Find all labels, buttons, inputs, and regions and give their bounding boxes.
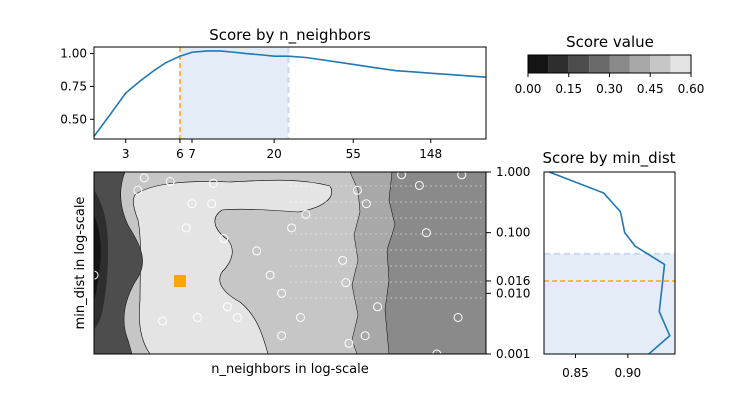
sample-point <box>252 246 262 256</box>
top-y-tick-label: 1.00 <box>60 47 87 61</box>
sample-point <box>414 180 424 190</box>
sample-point <box>453 312 463 322</box>
top-x-tick-label: 55 <box>346 147 361 161</box>
sample-point <box>208 178 218 188</box>
right-y-tick-label: 0.001 <box>496 347 530 361</box>
contour-level-4 <box>133 179 332 354</box>
colorbar-cell <box>589 55 610 73</box>
right-y-tick-label: 0.010 <box>496 286 530 300</box>
top-frame <box>93 46 487 140</box>
top-plot-area <box>94 47 486 139</box>
sample-point <box>457 172 467 180</box>
colorbar-cell <box>568 55 590 73</box>
right-panel: Score by min_dist 0.85 0.90 1.000 0.100 0.0… <box>486 149 676 380</box>
colorbar-cell <box>548 55 569 73</box>
contour-frame <box>93 171 487 355</box>
top-panel: Score by n_neighbors 3 6 7 20 55 148 0.50 0.75… <box>60 26 487 161</box>
colorbar-cell <box>609 55 630 73</box>
top-score-line <box>94 50 486 137</box>
top-y-tick-label: 0.75 <box>60 79 87 93</box>
sample-point <box>232 312 242 322</box>
sample-point <box>338 255 348 265</box>
right-y-tick-label: 0.100 <box>496 226 530 240</box>
sample-point <box>94 270 99 280</box>
sample-point <box>207 199 217 209</box>
sample-point <box>373 302 383 312</box>
sample-point <box>277 331 287 341</box>
right-frame <box>543 171 676 355</box>
sample-point <box>287 223 297 233</box>
sample-point <box>219 234 229 244</box>
sample-point <box>301 209 311 219</box>
top-x-axis: 3 6 7 20 55 148 <box>122 139 442 161</box>
sample-point <box>222 302 232 312</box>
contour-sample-points <box>94 172 467 354</box>
sample-point <box>181 223 191 233</box>
sample-point <box>192 312 202 322</box>
top-y-axis: 0.50 0.75 1.00 <box>60 47 94 126</box>
sample-point <box>295 312 305 322</box>
top-title: Score by n_neighbors <box>209 26 371 45</box>
colorbar-title: Score value <box>566 33 654 51</box>
contour-x-label: n_neighbors in log-scale <box>211 362 369 377</box>
contour-y-label: min_dist in log-scale <box>73 197 88 330</box>
sample-point <box>265 270 275 280</box>
sample-point <box>157 316 167 326</box>
sample-point <box>397 172 407 180</box>
top-x-tick-label: 7 <box>188 147 196 161</box>
colorbar-tick-label: 0.60 <box>678 82 705 96</box>
right-x-tick-label: 0.85 <box>562 366 589 380</box>
top-x-tick-label: 3 <box>122 147 130 161</box>
right-plot-area <box>544 172 675 354</box>
colorbar-cell <box>670 55 691 73</box>
sample-point <box>277 288 287 298</box>
right-y-tick-label: 0.016 <box>496 274 530 288</box>
colorbar-ticks: 0.00 0.15 0.30 0.45 0.60 <box>515 73 705 96</box>
sample-point <box>344 338 354 348</box>
colorbar-tick-label: 0.45 <box>637 82 664 96</box>
colorbar: Score value 0.00 0.15 0.30 0.45 0.60 <box>515 33 705 96</box>
colorbar-tick-label: 0.00 <box>515 82 542 96</box>
right-x-tick-label: 0.90 <box>614 366 641 380</box>
top-range-band <box>179 47 289 139</box>
colorbar-tick-label: 0.30 <box>596 82 623 96</box>
sample-point <box>133 185 143 195</box>
sample-point <box>432 349 442 354</box>
top-y-tick-label: 0.50 <box>60 112 87 126</box>
sample-point <box>187 199 197 209</box>
top-x-tick-label: 148 <box>419 147 442 161</box>
top-x-tick-label: 6 <box>176 147 184 161</box>
right-title: Score by min_dist <box>542 149 675 168</box>
right-score-line <box>548 172 671 354</box>
sample-point <box>165 176 175 186</box>
contour-plot-area <box>94 172 486 354</box>
colorbar-tick-label: 0.15 <box>555 82 582 96</box>
sample-point <box>352 185 362 195</box>
sample-point <box>360 331 370 341</box>
right-x-axis: 0.85 0.90 <box>562 354 641 380</box>
top-plot-background <box>94 47 486 139</box>
contour-level-2b <box>94 172 143 354</box>
sample-point <box>421 228 431 238</box>
sample-point <box>139 173 149 183</box>
best-parameter-marker <box>173 274 186 287</box>
colorbar-cells <box>528 55 691 73</box>
colorbar-cell <box>629 55 651 73</box>
sample-point <box>341 278 351 288</box>
right-y-tick-label: 1.000 <box>496 165 530 179</box>
colorbar-cell <box>650 55 671 73</box>
contour-panel: n_neighbors in log-scale min_dist in log… <box>73 171 487 377</box>
contour-lines <box>120 172 396 354</box>
right-range-band <box>544 253 675 354</box>
colorbar-cell <box>528 55 549 73</box>
top-x-tick-label: 20 <box>266 147 281 161</box>
sample-point <box>361 199 371 209</box>
